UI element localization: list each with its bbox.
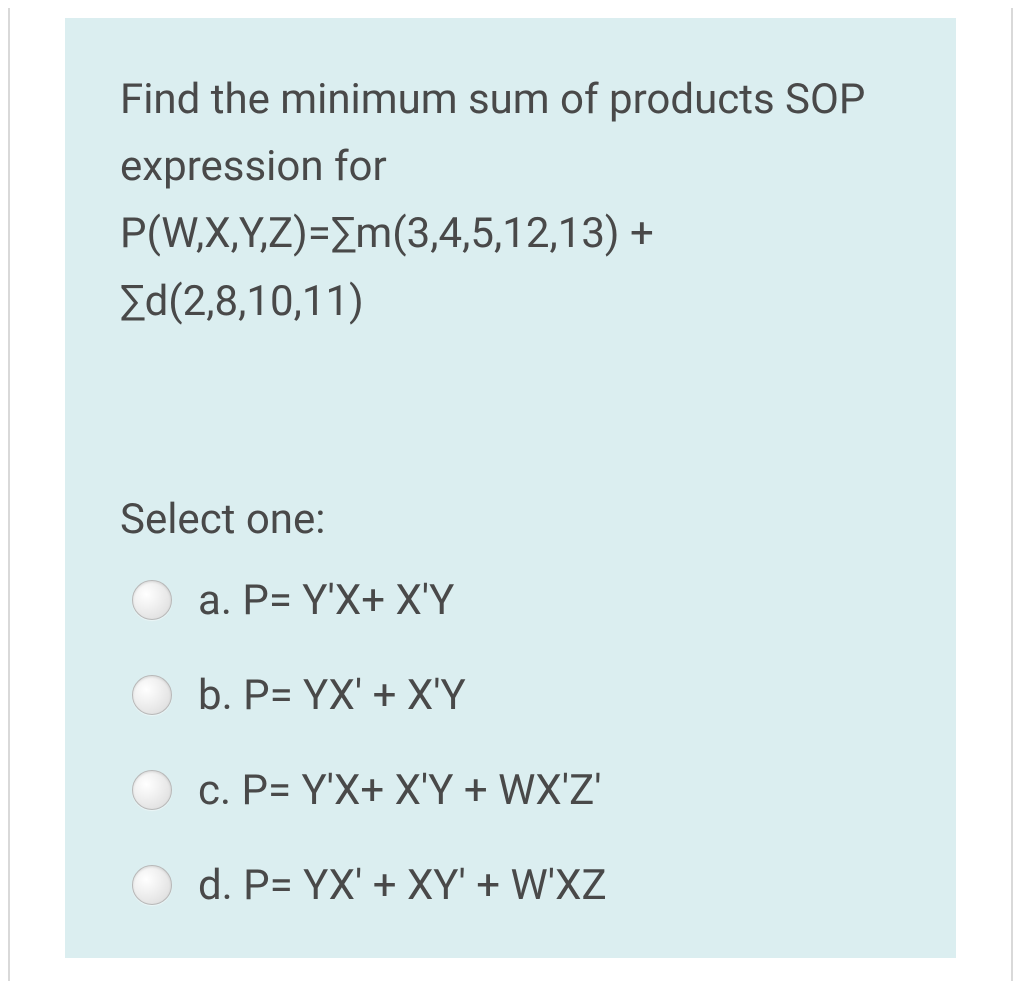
option-label: d. P= YX' + XY' + W'XZ <box>198 861 607 910</box>
option-label: c. P= Y'X+ X'Y + WX'Z' <box>198 766 602 815</box>
option-label: a. P= Y'X+ X'Y <box>198 576 454 625</box>
radio-button[interactable] <box>132 865 172 905</box>
question-box: Find the minimum sum of products SOP exp… <box>65 18 956 958</box>
question-text: Find the minimum sum of products SOP exp… <box>120 66 896 335</box>
radio-button[interactable] <box>132 580 172 620</box>
question-frame: Find the minimum sum of products SOP exp… <box>8 8 1013 981</box>
option-label: b. P= YX' + X'Y <box>198 671 466 720</box>
radio-button[interactable] <box>132 675 172 715</box>
option-c[interactable]: c. P= Y'X+ X'Y + WX'Z' <box>132 766 896 815</box>
option-a[interactable]: a. P= Y'X+ X'Y <box>132 576 896 625</box>
option-b[interactable]: b. P= YX' + X'Y <box>132 671 896 720</box>
radio-button[interactable] <box>132 770 172 810</box>
options-container: a. P= Y'X+ X'Y b. P= YX' + X'Y c. P= Y'X… <box>120 576 896 910</box>
option-d[interactable]: d. P= YX' + XY' + W'XZ <box>132 861 896 910</box>
select-one-label: Select one: <box>120 495 896 544</box>
